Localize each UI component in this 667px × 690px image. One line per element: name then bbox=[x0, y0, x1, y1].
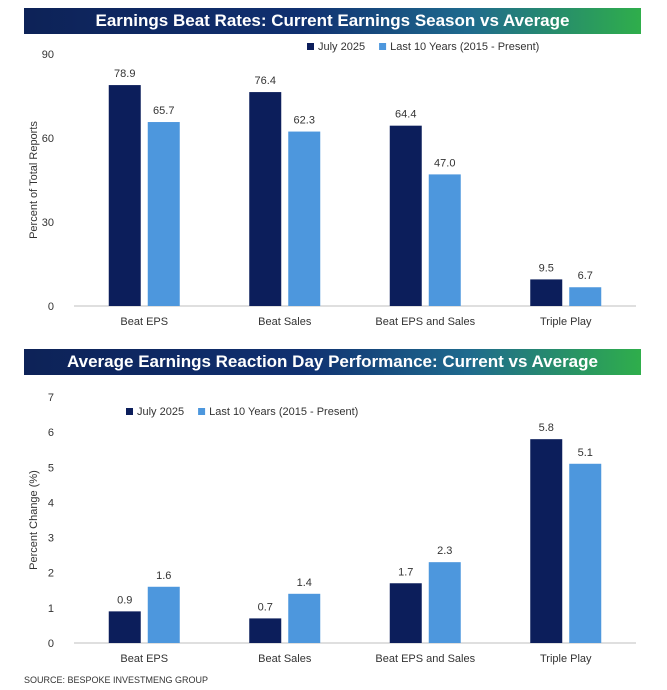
data-label: 1.4 bbox=[297, 577, 312, 589]
y-tick-label: 6 bbox=[48, 427, 54, 439]
bar bbox=[108, 611, 141, 643]
reaction-performance-chart: Average Earnings Reaction Day Performanc… bbox=[24, 349, 641, 667]
data-label: 76.4 bbox=[255, 75, 276, 87]
legend-label: Last 10 Years (2015 - Present) bbox=[209, 406, 358, 418]
data-label: 5.8 bbox=[539, 422, 554, 434]
legend-swatch bbox=[307, 43, 314, 50]
beat-rates-plot: 0 30 60 90 Percent of Total Reports 78.9 65.7 B… bbox=[28, 41, 636, 328]
y-tick-label: 5 bbox=[48, 462, 54, 474]
y-tick-label: 0 bbox=[48, 301, 54, 313]
legend-swatch bbox=[126, 408, 133, 415]
bar bbox=[569, 287, 602, 306]
x-tick-label: Beat Sales bbox=[258, 653, 312, 665]
data-label: 78.9 bbox=[114, 68, 135, 80]
data-label: 6.7 bbox=[578, 270, 593, 282]
legend-swatch bbox=[198, 408, 206, 415]
legend-swatch bbox=[379, 43, 387, 50]
bar bbox=[288, 131, 321, 306]
legend-label: July 2025 bbox=[318, 41, 365, 53]
data-label: 5.1 bbox=[578, 447, 593, 459]
data-label: 0.9 bbox=[117, 594, 132, 606]
x-tick-label: Beat EPS bbox=[120, 653, 168, 665]
bar bbox=[569, 463, 602, 643]
y-tick-label: 2 bbox=[48, 568, 54, 580]
bar bbox=[249, 618, 282, 643]
y-tick-label: 0 bbox=[48, 638, 54, 650]
bar bbox=[147, 122, 180, 306]
y-axis-label: Percent of Total Reports bbox=[28, 121, 40, 239]
y-tick-label: 7 bbox=[48, 392, 54, 404]
x-tick-label: Beat EPS and Sales bbox=[375, 653, 475, 665]
data-label: 1.6 bbox=[156, 570, 171, 582]
beat-rates-chart: Earnings Beat Rates: Current Earnings Se… bbox=[24, 8, 641, 334]
y-tick-label: 90 bbox=[42, 49, 54, 61]
data-label: 9.5 bbox=[539, 262, 554, 274]
bar bbox=[288, 593, 321, 643]
bar bbox=[147, 586, 180, 643]
chart-title: Average Earnings Reaction Day Performanc… bbox=[24, 349, 641, 375]
bar bbox=[530, 439, 563, 643]
data-label: 1.7 bbox=[398, 566, 413, 578]
data-label: 65.7 bbox=[153, 105, 174, 117]
x-tick-label: Triple Play bbox=[540, 316, 592, 328]
bar bbox=[428, 174, 461, 306]
bar bbox=[249, 92, 282, 306]
x-tick-label: Beat EPS and Sales bbox=[375, 316, 475, 328]
bar bbox=[389, 583, 422, 643]
y-tick-label: 30 bbox=[42, 217, 54, 229]
legend-label: July 2025 bbox=[137, 406, 184, 418]
data-label: 0.7 bbox=[258, 601, 273, 613]
y-axis-label: Percent Change (%) bbox=[28, 470, 40, 570]
data-label: 47.0 bbox=[434, 157, 455, 169]
bar bbox=[428, 562, 461, 643]
bar bbox=[530, 279, 563, 306]
bar bbox=[389, 125, 422, 307]
x-tick-label: Triple Play bbox=[540, 653, 592, 665]
y-tick-label: 4 bbox=[48, 497, 54, 509]
bar bbox=[108, 85, 141, 306]
chart-title: Earnings Beat Rates: Current Earnings Se… bbox=[24, 8, 641, 34]
y-tick-label: 60 bbox=[42, 133, 54, 145]
reaction-performance-plot: 0 1 2 3 4 5 6 7 Percent Change (%) 0.9 1.6 Beat EPS… bbox=[28, 392, 636, 665]
data-label: 62.3 bbox=[294, 115, 315, 127]
data-label: 2.3 bbox=[437, 545, 452, 557]
source-note: SOURCE: BESPOKE INVESTMENG GROUP bbox=[24, 675, 209, 685]
legend-label: Last 10 Years (2015 - Present) bbox=[390, 41, 539, 53]
x-tick-label: Beat EPS bbox=[120, 316, 168, 328]
y-tick-label: 1 bbox=[48, 603, 54, 615]
data-label: 64.4 bbox=[395, 109, 416, 121]
x-tick-label: Beat Sales bbox=[258, 316, 312, 328]
y-tick-label: 3 bbox=[48, 533, 54, 545]
